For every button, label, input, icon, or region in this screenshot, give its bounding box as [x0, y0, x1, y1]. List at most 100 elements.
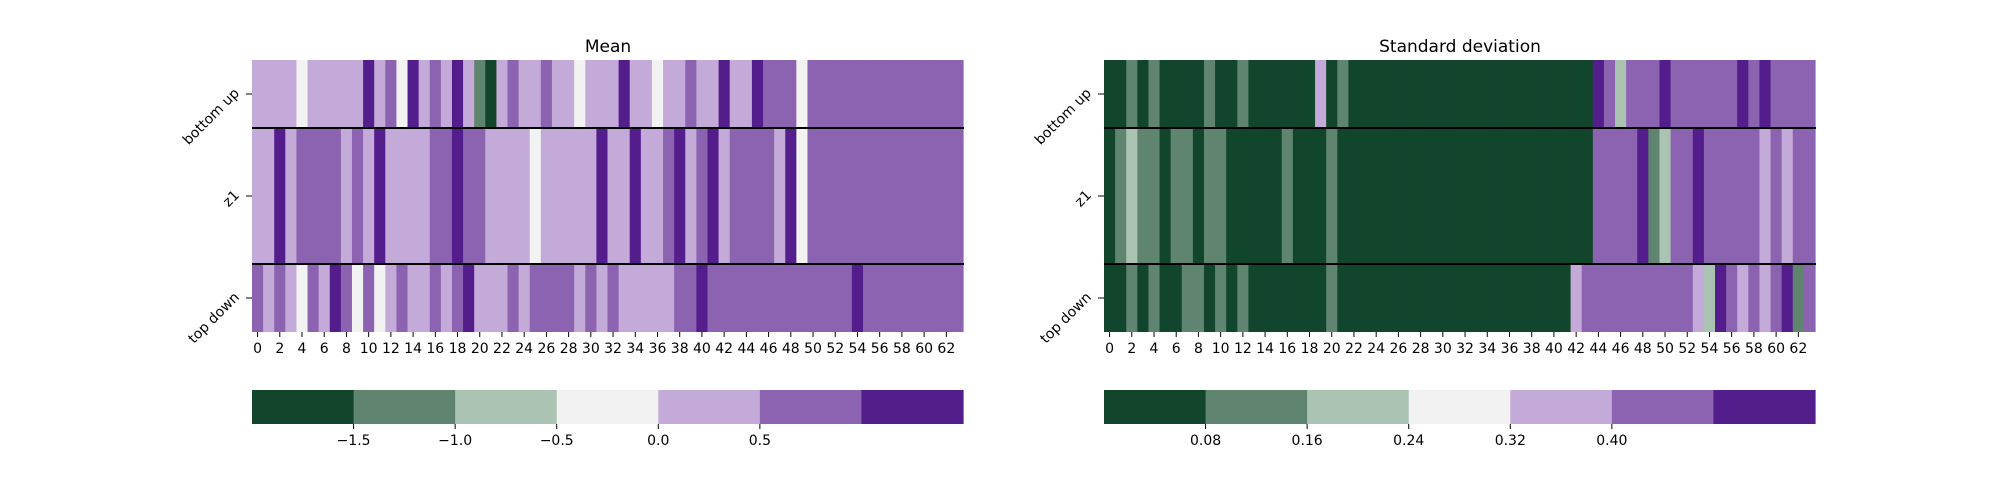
- x-tick-label: 62: [937, 341, 955, 357]
- heatmap-cell: [418, 128, 431, 264]
- heatmap-cell: [1715, 264, 1727, 332]
- heatmap-cell: [1792, 264, 1805, 332]
- heatmap-cell: [885, 128, 897, 264]
- heatmap-cell: [1215, 264, 1227, 332]
- heatmap-cell: [507, 128, 520, 264]
- heatmap-cell: [718, 60, 731, 128]
- heatmap-cell: [1703, 128, 1716, 264]
- heatmap-cell: [1159, 264, 1172, 332]
- heatmap-cell: [674, 60, 686, 128]
- heatmap-cell: [1459, 128, 1472, 264]
- heatmap-cell: [807, 264, 820, 332]
- heatmap-cell: [829, 60, 842, 128]
- heatmap-cell: [907, 264, 920, 332]
- x-tick-label: 56: [1723, 341, 1741, 357]
- heatmap-cell: [1615, 264, 1627, 332]
- x-tick-label: 44: [737, 341, 755, 357]
- x-tick-label: 4: [1150, 341, 1159, 357]
- heatmap-cell: [1104, 60, 1116, 128]
- heatmap-cell: [929, 60, 942, 128]
- heatmap-cell: [774, 264, 786, 332]
- heatmap-cell: [1248, 60, 1261, 128]
- heatmap-cell: [1148, 60, 1161, 128]
- x-tick-label: 52: [826, 341, 844, 357]
- y-tick-label: top down: [1037, 290, 1094, 347]
- colorbar-tick-label: 0.5: [749, 433, 771, 449]
- heatmap-cell: [818, 60, 831, 128]
- heatmap-cell: [663, 60, 675, 128]
- heatmap-cell: [1692, 264, 1705, 332]
- heatmap-cell: [1292, 128, 1305, 264]
- colorbar-segment: [1408, 390, 1511, 424]
- heatmap-cell: [751, 264, 764, 332]
- heatmap-cell: [1437, 60, 1449, 128]
- heatmap-cell: [818, 128, 831, 264]
- heatmap-cell: [1570, 128, 1583, 264]
- x-tick-label: 14: [404, 341, 422, 357]
- heatmap-cell: [1492, 60, 1505, 128]
- heatmap-cell: [340, 128, 353, 264]
- heatmap-cell: [696, 264, 709, 332]
- heatmap-cell: [929, 128, 942, 264]
- heatmap-cell: [374, 264, 386, 332]
- colorbar-tick-label: −1.5: [337, 433, 371, 449]
- heatmap-cell: [551, 264, 564, 332]
- heatmap-cell: [1526, 264, 1538, 332]
- heatmap-cell: [463, 264, 475, 332]
- heatmap-cell: [551, 60, 564, 128]
- heatmap-cell: [474, 128, 486, 264]
- heatmap-cell: [418, 264, 431, 332]
- heatmap-cell: [896, 264, 909, 332]
- heatmap-cell: [1315, 264, 1327, 332]
- heatmap-cell: [529, 264, 542, 332]
- colorbar-tick-label: 0.40: [1596, 433, 1627, 449]
- heatmap-cell: [763, 128, 775, 264]
- colorbar-segment: [353, 390, 456, 424]
- heatmap-cell: [574, 128, 586, 264]
- heatmap-cell: [1670, 60, 1683, 128]
- colorbar-segment: [1307, 390, 1410, 424]
- heatmap-cell: [318, 60, 331, 128]
- x-tick-label: 24: [515, 341, 533, 357]
- heatmap-cell: [1659, 60, 1672, 128]
- heatmap-cell: [907, 60, 920, 128]
- heatmap-cell: [1737, 60, 1749, 128]
- heatmap-cell: [1503, 264, 1516, 332]
- colorbar-tick-label: 0.0: [647, 433, 669, 449]
- heatmap-cell: [1503, 60, 1516, 128]
- heatmap-cell: [807, 60, 820, 128]
- heatmap-cell: [740, 128, 753, 264]
- x-tick-label: 40: [693, 341, 711, 357]
- heatmap-cell: [1715, 128, 1727, 264]
- colorbar-segment: [1611, 390, 1715, 424]
- heatmap-cell: [574, 264, 586, 332]
- heatmap-cell: [1470, 60, 1483, 128]
- heatmap-cell: [396, 60, 409, 128]
- heatmap-cell: [507, 264, 520, 332]
- heatmap-cell: [607, 264, 620, 332]
- heatmap-cell: [1259, 128, 1272, 264]
- heatmap-cell: [651, 128, 664, 264]
- heatmap-cell: [440, 128, 453, 264]
- heatmap-cell: [1437, 264, 1449, 332]
- x-tick-label: 4: [298, 341, 307, 357]
- heatmap-cell: [263, 60, 275, 128]
- heatmap-cell: [1426, 264, 1438, 332]
- x-tick-label: 22: [1345, 341, 1363, 357]
- heatmap-cell: [1659, 128, 1672, 264]
- x-tick-label: 44: [1589, 341, 1607, 357]
- heatmap-cell: [951, 128, 964, 264]
- heatmap-cell: [807, 128, 820, 264]
- heatmap-cell: [1270, 60, 1283, 128]
- heatmap-cell: [518, 60, 531, 128]
- heatmap-cell: [840, 264, 853, 332]
- heatmap-cell: [1770, 128, 1783, 264]
- x-tick-label: 8: [342, 341, 351, 357]
- heatmap-cell: [1703, 60, 1716, 128]
- heatmap-cell: [1426, 128, 1438, 264]
- colorbar-tick-label: −1.0: [438, 433, 472, 449]
- heatmap-cell: [1715, 60, 1727, 128]
- heatmap-cell: [1681, 128, 1694, 264]
- heatmap-cell: [274, 128, 286, 264]
- y-tick-label: top down: [185, 290, 242, 347]
